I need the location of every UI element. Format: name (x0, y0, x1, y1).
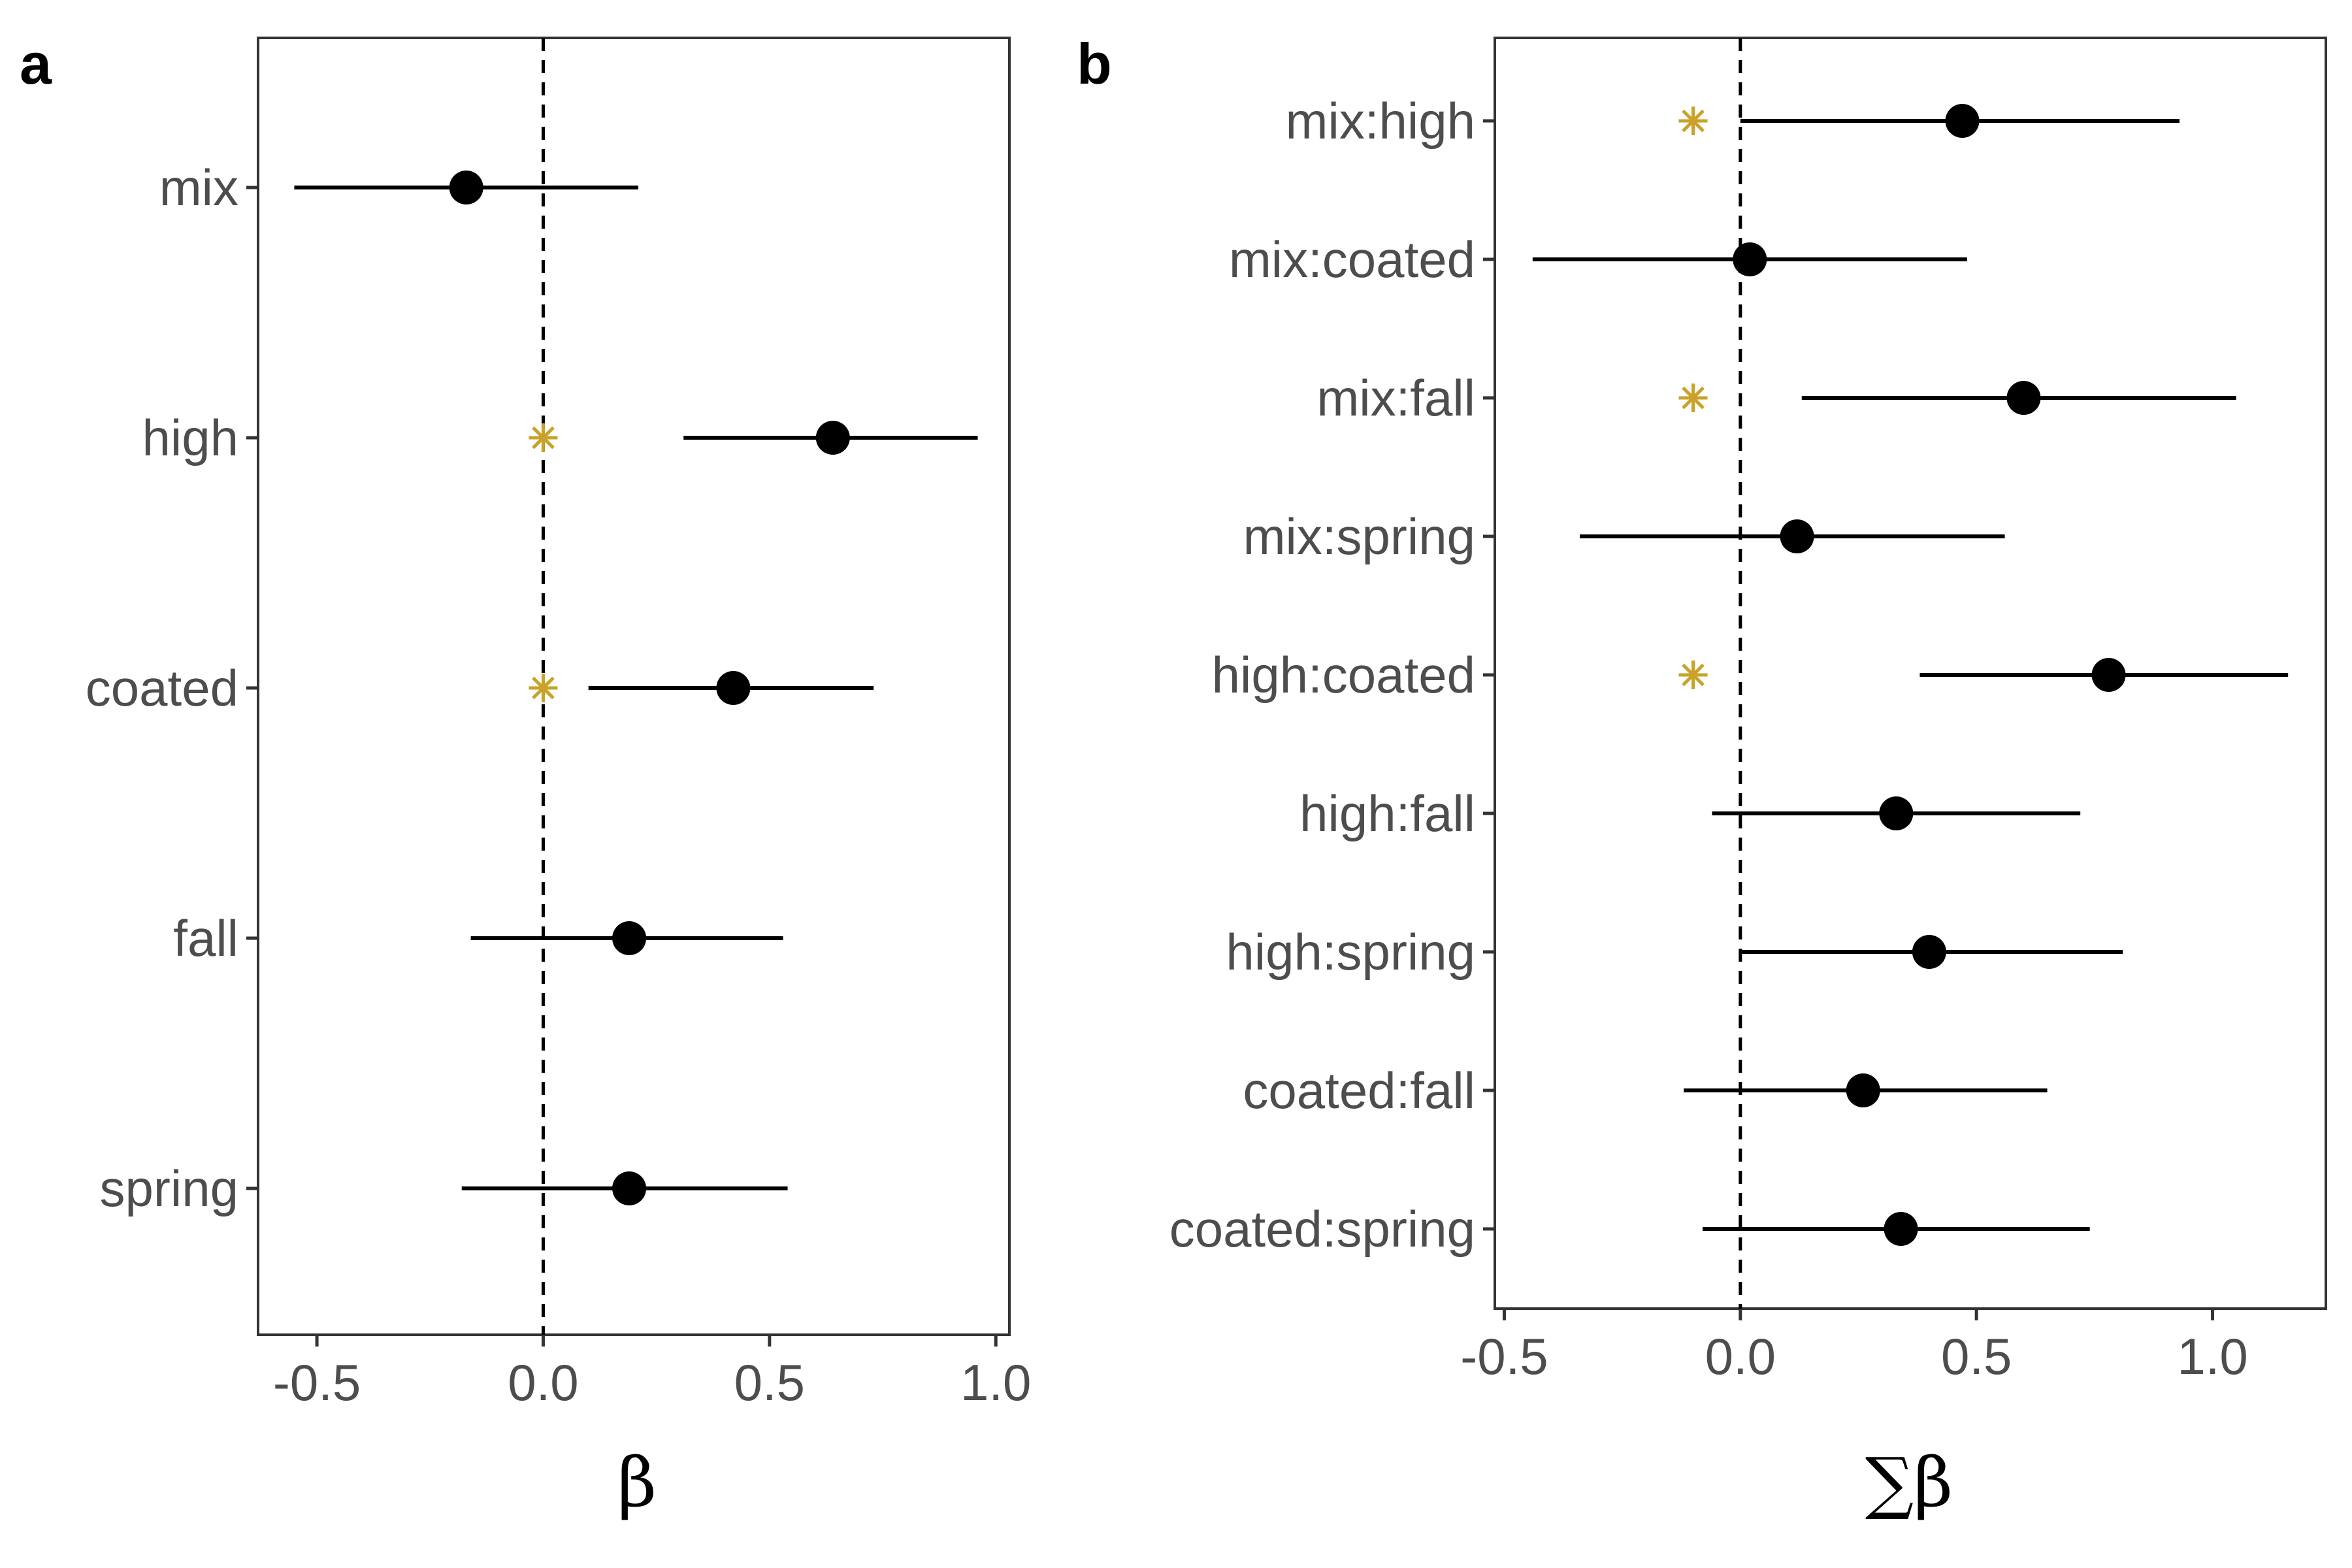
panel-b: b ∑β -0.5 0.0 0.5 1.0 mix:high mix:coated mix:… (1077, 31, 2327, 1522)
panel-b-point (1780, 519, 1814, 553)
panel-a-point (612, 921, 647, 955)
panel-a: a β -0.5 0.0 0.5 1.0 mix high coated fall spring (20, 31, 1031, 1522)
panel-a-point (815, 421, 850, 455)
panel-a-category-label: coated (86, 659, 238, 717)
panel-a-significance-star (529, 423, 558, 452)
panel-b-point (1884, 1212, 1918, 1246)
panel-b-point (1733, 242, 1767, 276)
panel-a-category-label: mix (159, 159, 238, 216)
panel-b-letter: b (1077, 31, 1112, 96)
panel-b-category-label: mix:fall (1316, 369, 1475, 427)
panel-b-x-tick-label: 1.0 (2177, 1328, 2247, 1385)
panel-b-x-axis-title: ∑β (1865, 1443, 1953, 1522)
panel-b-category-label: coated:spring (1169, 1200, 1475, 1258)
panel-b-significance-star (1678, 661, 1708, 689)
panel-b-point (2091, 658, 2126, 692)
panel-b-point (1846, 1073, 1880, 1107)
panel-b-category-label: mix:coated (1229, 231, 1475, 288)
panel-a-point (449, 171, 483, 204)
panel-b-category-label: high:fall (1299, 785, 1475, 842)
panel-b-point (1912, 935, 1946, 969)
panel-a-x-tick-label: 0.5 (734, 1354, 805, 1411)
panel-a-point (716, 671, 751, 705)
panel-a-x-tick-label: 0.0 (508, 1354, 578, 1411)
panel-b-significance-star (1678, 384, 1708, 412)
panel-b-point (2006, 381, 2041, 415)
panel-a-point (612, 1171, 647, 1205)
panel-b-x-tick-label: 0.0 (1705, 1328, 1776, 1385)
panel-b-category-label: mix:high (1286, 92, 1475, 150)
panel-b-x-tick-label: -0.5 (1460, 1328, 1548, 1385)
panel-a-x-tick-label: 1.0 (960, 1354, 1031, 1411)
panel-b-category-label: mix:spring (1243, 508, 1475, 565)
panel-a-category-label: fall (173, 909, 238, 967)
panel-b-category-label: high:coated (1212, 646, 1475, 704)
panel-a-category-label: spring (100, 1160, 238, 1217)
panel-b-category-label: coated:fall (1243, 1062, 1475, 1119)
panel-b-category-label: high:spring (1226, 923, 1475, 981)
panel-b-point (1945, 104, 1980, 138)
panel-a-letter: a (20, 31, 52, 96)
panel-a-x-axis-title: β (617, 1443, 657, 1522)
panel-b-point (1879, 796, 1914, 830)
panel-a-significance-star (529, 674, 558, 702)
panel-b-significance-star (1678, 106, 1708, 135)
panel-b-x-tick-label: 0.5 (1941, 1328, 2012, 1385)
panel-a-category-label: high (142, 409, 238, 466)
panel-a-x-tick-label: -0.5 (273, 1354, 361, 1411)
